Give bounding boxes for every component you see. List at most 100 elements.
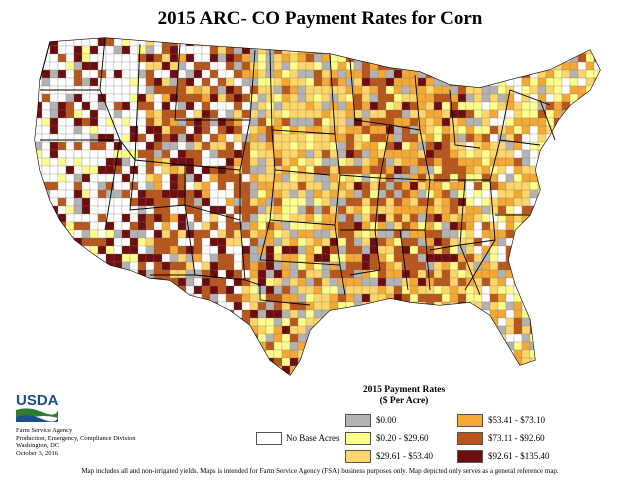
county-cell: [121, 221, 131, 231]
county-cell: [313, 173, 323, 183]
county-cell: [281, 341, 291, 351]
county-cell: [209, 253, 219, 263]
county-cell: [481, 109, 491, 119]
county-cell: [545, 237, 555, 247]
county-cell: [145, 301, 155, 311]
county-cell: [65, 101, 75, 111]
county-cell: [385, 61, 395, 71]
county-cell: [161, 285, 171, 295]
county-cell: [481, 197, 491, 207]
county-cell: [177, 93, 187, 103]
county-cell: [569, 181, 579, 191]
county-cell: [18, 238, 26, 246]
county-cell: [497, 317, 507, 327]
county-cell: [545, 61, 555, 71]
county-cell: [513, 45, 523, 55]
county-cell: [457, 165, 467, 175]
county-cell: [377, 53, 387, 63]
county-cell: [41, 261, 51, 271]
county-cell: [225, 133, 235, 143]
county-cell: [297, 373, 307, 375]
county-cell: [553, 85, 563, 95]
county-cell: [65, 245, 75, 255]
county-cell: [481, 373, 491, 375]
county-cell: [305, 181, 315, 191]
county-cell: [425, 341, 435, 351]
county-cell: [233, 293, 243, 303]
county-cell: [433, 101, 443, 111]
county-cell: [265, 173, 275, 183]
county-cell: [321, 109, 331, 119]
county-cell: [337, 325, 347, 335]
county-cell: [73, 109, 83, 119]
county-cell: [121, 309, 131, 319]
county-cell: [353, 373, 363, 375]
county-cell: [257, 38, 267, 47]
county-cell: [505, 181, 515, 191]
county-cell: [369, 93, 379, 103]
county-cell: [353, 173, 363, 183]
county-cell: [289, 293, 299, 303]
county-cell: [137, 197, 147, 207]
county-cell: [497, 165, 507, 175]
county-cell: [201, 109, 211, 119]
county-cell: [457, 309, 467, 319]
county-cell: [537, 285, 547, 295]
county-cell: [313, 165, 323, 175]
county-cell: [505, 317, 515, 327]
county-cell: [73, 333, 83, 343]
county-cell: [35, 357, 43, 367]
county-cell: [305, 293, 315, 303]
county-cell: [401, 317, 411, 327]
county-cell: [121, 141, 131, 151]
county-cell: [329, 293, 339, 303]
county-cell: [241, 301, 251, 311]
county-cell: [35, 365, 43, 375]
county-cell: [577, 245, 587, 255]
county-cell: [545, 229, 555, 239]
county-cell: [153, 261, 163, 271]
county-cell: [585, 61, 595, 71]
county-cell: [569, 69, 579, 79]
county-cell: [401, 165, 411, 175]
county-cell: [121, 293, 131, 303]
county-cell: [561, 173, 571, 183]
county-cell: [97, 309, 107, 319]
county-cell: [273, 181, 283, 191]
county-cell: [353, 85, 363, 95]
county-cell: [129, 269, 139, 279]
county-cell: [561, 293, 571, 303]
county-cell: [225, 365, 235, 375]
county-cell: [113, 309, 123, 319]
county-cell: [417, 293, 427, 303]
us-county-map: [10, 30, 601, 376]
county-cell: [97, 77, 107, 87]
county-cell: [193, 133, 203, 143]
county-cell: [265, 197, 275, 207]
county-cell: [26, 30, 34, 38]
county-cell: [97, 325, 107, 335]
county-cell: [473, 373, 483, 375]
county-cell: [73, 61, 83, 71]
county-cell: [481, 221, 491, 231]
county-cell: [425, 333, 435, 343]
county-cell: [345, 77, 355, 87]
county-cell: [449, 333, 459, 343]
county-cell: [457, 93, 467, 103]
county-cell: [593, 69, 600, 79]
county-cell: [26, 294, 34, 302]
county-cell: [35, 341, 43, 351]
county-cell: [377, 373, 387, 375]
county-cell: [385, 333, 395, 343]
county-cell: [577, 77, 587, 87]
county-cell: [10, 102, 18, 110]
county-cell: [321, 301, 331, 311]
county-cell: [129, 181, 139, 191]
county-cell: [433, 85, 443, 95]
county-cell: [73, 69, 83, 79]
county-cell: [545, 181, 555, 191]
county-cell: [177, 213, 187, 223]
county-cell: [561, 317, 571, 327]
county-cell: [457, 285, 467, 295]
county-cell: [185, 357, 195, 367]
